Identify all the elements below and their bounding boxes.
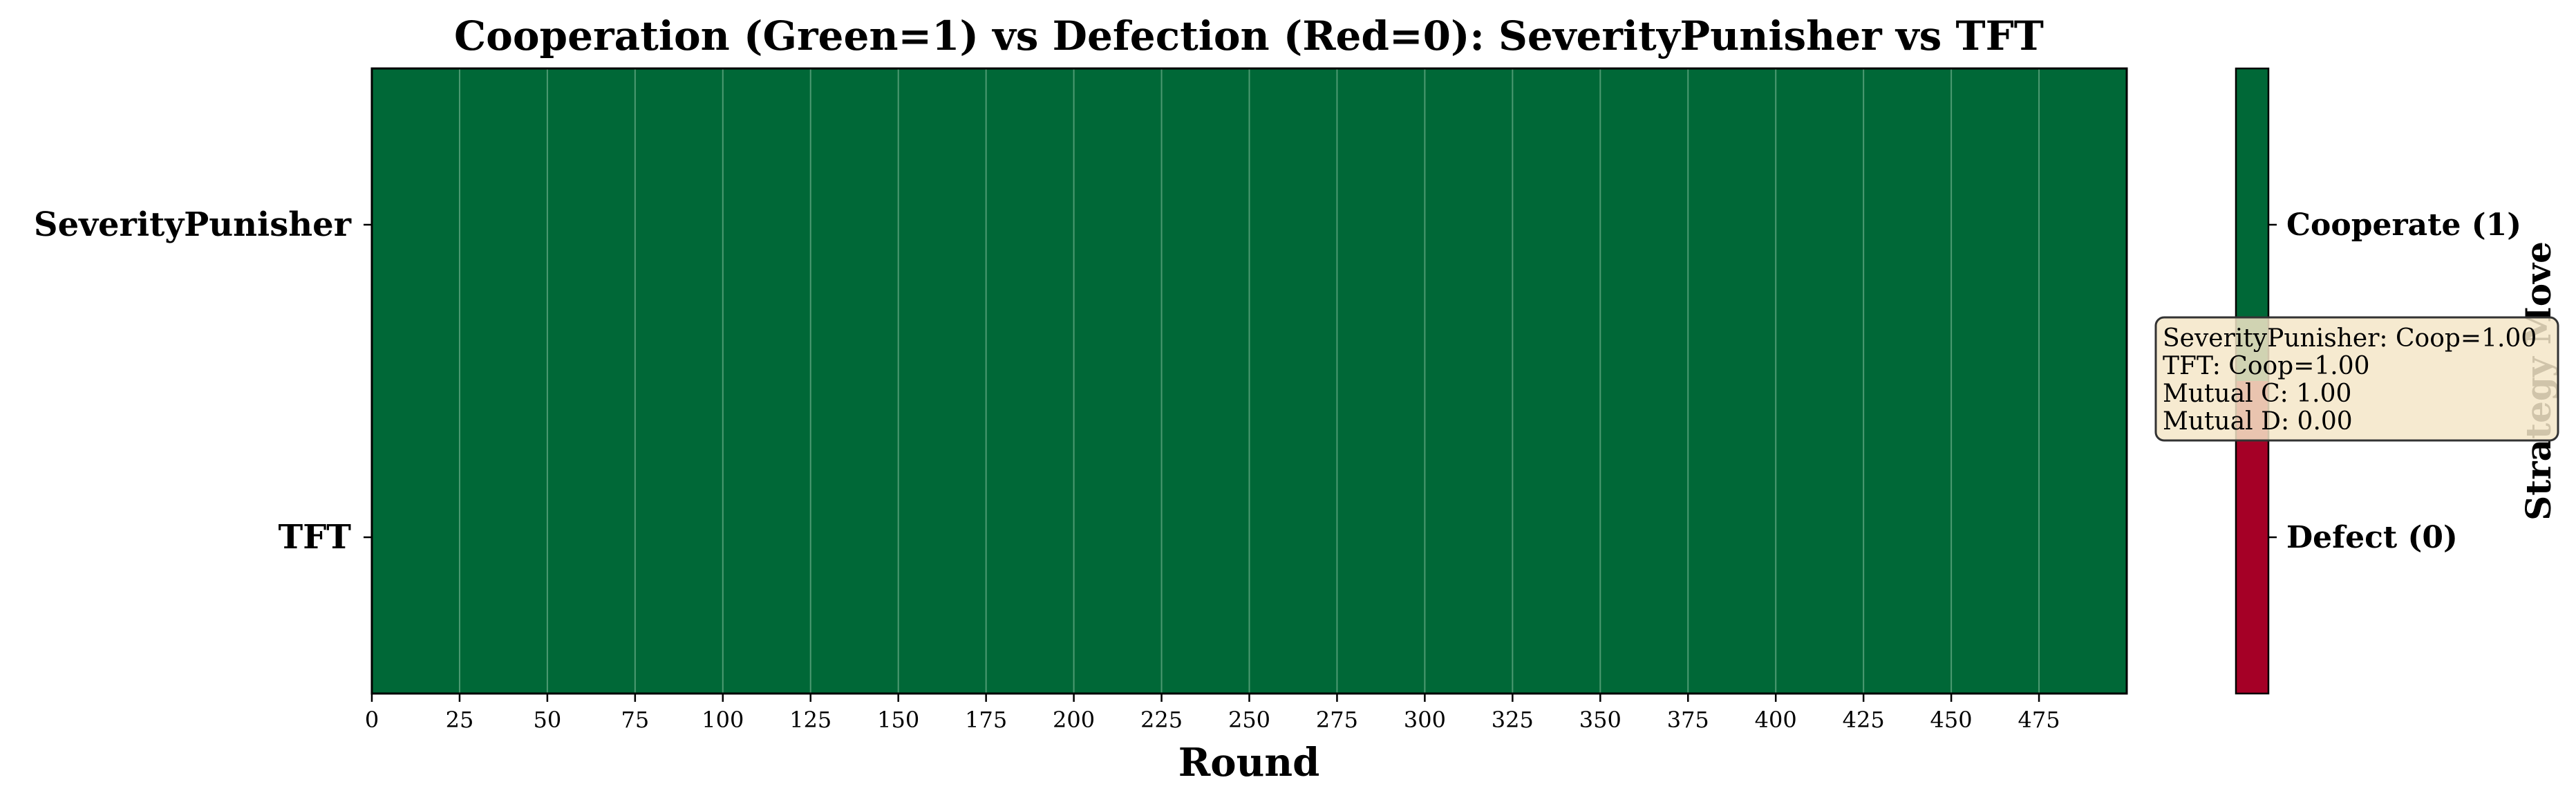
x-tick-label-50: 50 bbox=[534, 707, 562, 733]
colorbar-tick-label-0: Defect (0) bbox=[2286, 520, 2458, 555]
x-tick-label-450: 450 bbox=[1930, 707, 1973, 733]
x-tick-label-150: 150 bbox=[877, 707, 919, 733]
x-tick-label-300: 300 bbox=[1404, 707, 1446, 733]
stats-line-1: TFT: Coop=1.00 bbox=[2163, 352, 2370, 380]
x-tick-label-75: 75 bbox=[621, 707, 649, 733]
stats-line-2: Mutual C: 1.00 bbox=[2163, 380, 2351, 408]
stats-line-0: SeverityPunisher: Coop=1.00 bbox=[2163, 324, 2537, 353]
x-tick-label-325: 325 bbox=[1492, 707, 1534, 733]
y-axis: SeverityPunisher TFT bbox=[34, 205, 372, 557]
x-tick-label-425: 425 bbox=[1843, 707, 1885, 733]
stats-box-background bbox=[2154, 316, 2559, 442]
y-tick-label-tft: TFT bbox=[278, 518, 351, 557]
colorbar-tick-label-1: Cooperate (1) bbox=[2286, 207, 2521, 243]
x-tick-label-100: 100 bbox=[702, 707, 744, 733]
x-tick-label-275: 275 bbox=[1316, 707, 1358, 733]
x-tick-label-225: 225 bbox=[1140, 707, 1183, 733]
x-tick-label-125: 125 bbox=[789, 707, 831, 733]
x-tick-label-25: 25 bbox=[446, 707, 474, 733]
x-tick-label-475: 475 bbox=[2018, 707, 2060, 733]
x-tick-label-200: 200 bbox=[1053, 707, 1095, 733]
x-tick-label-375: 375 bbox=[1667, 707, 1709, 733]
stats-line-3: Mutual D: 0.00 bbox=[2163, 407, 2353, 436]
heatmap-area bbox=[370, 67, 2128, 695]
x-tick-label-175: 175 bbox=[965, 707, 1007, 733]
x-tick-label-250: 250 bbox=[1228, 707, 1270, 733]
x-tick-label-350: 350 bbox=[1579, 707, 1621, 733]
chart-title: Cooperation (Green=1) vs Defection (Red=… bbox=[454, 12, 2044, 59]
x-tick-label-0: 0 bbox=[365, 707, 379, 733]
y-tick-label-severitypunisher: SeverityPunisher bbox=[34, 205, 352, 244]
x-tick-label-400: 400 bbox=[1755, 707, 1797, 733]
x-axis-label: Round bbox=[1178, 740, 1319, 785]
x-axis: 0 25 50 75 100 125 150 175 200 225 250 275 300 325 350… bbox=[365, 694, 2060, 733]
